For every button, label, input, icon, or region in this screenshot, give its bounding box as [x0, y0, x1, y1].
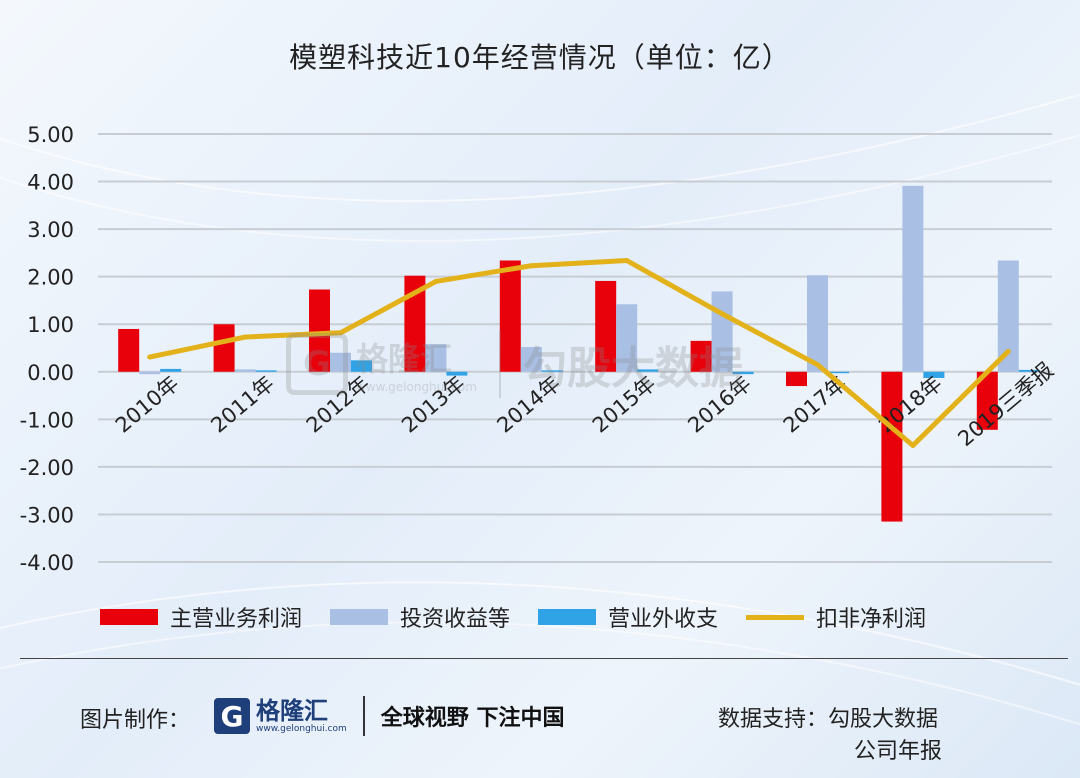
bar-investment	[330, 352, 351, 372]
legend-item-non-operating: 营业外收支	[538, 601, 718, 633]
gelonghui-logo-icon: G	[214, 698, 250, 734]
bar-investment	[616, 304, 638, 372]
legend-line-net-profit	[746, 614, 805, 620]
watermark-divider	[499, 330, 502, 398]
bar-main-profit	[595, 280, 617, 372]
chart-title: 模塑科技近10年经营情况（单位：亿）	[289, 41, 791, 74]
y-tick-label: 2.00	[27, 266, 74, 290]
bar-main-profit	[976, 371, 998, 430]
source-line-2: 公司年报	[854, 739, 943, 764]
y-tick-label: 5.00	[27, 123, 74, 147]
bar-investment	[807, 275, 828, 372]
bar-non-operating	[255, 370, 277, 372]
logo-name: 格隆汇	[256, 697, 328, 725]
bar-main-profit	[690, 340, 712, 372]
point-net-profit	[242, 334, 248, 340]
legend-swatch-non-operating	[538, 609, 597, 625]
bar-main-profit	[881, 371, 903, 522]
bar-non-operating	[923, 371, 945, 378]
legend-label-net-profit: 扣非净利润	[816, 607, 927, 632]
watermark-logo-name: 格隆汇	[356, 340, 453, 378]
legend-item-net-profit: 扣非净利润	[746, 601, 926, 633]
bar-non-operating	[637, 369, 659, 372]
y-tick-label: -4.00	[20, 551, 74, 575]
x-tick-label: 2011年	[206, 371, 278, 437]
watermark-logo-icon: G	[286, 333, 348, 395]
bar-main-profit	[118, 328, 140, 372]
data-source: 数据支持：勾股大数据 公司年报	[718, 704, 942, 768]
bar-investment	[139, 371, 161, 375]
point-net-profit	[1005, 348, 1011, 354]
bar-investment	[902, 185, 924, 372]
bar-non-operating	[160, 368, 182, 372]
point-net-profit	[147, 354, 153, 360]
legend-swatch-main-profit	[100, 609, 158, 625]
point-net-profit	[719, 311, 725, 317]
legend-swatch-investment	[330, 609, 389, 625]
point-net-profit	[433, 278, 439, 284]
bar-investment	[997, 260, 1019, 372]
legend-item-investment: 投资收益等	[330, 601, 510, 633]
point-net-profit	[624, 257, 630, 263]
watermark-logo-url: www.gelonghui.com	[356, 380, 478, 394]
x-tick-label: 2010年	[111, 371, 183, 437]
point-net-profit	[910, 442, 916, 448]
bar-investment	[520, 347, 542, 372]
logo-url: www.gelonghui.com	[256, 724, 347, 734]
bar-main-profit	[499, 260, 521, 372]
bar-main-profit	[309, 289, 330, 372]
source-line-1: 勾股大数据	[828, 707, 939, 732]
y-tick-label: 0.00	[27, 361, 74, 385]
footer-divider	[20, 658, 1068, 659]
point-net-profit	[815, 362, 820, 368]
logo-divider	[362, 696, 365, 736]
y-tick-label: -2.00	[20, 456, 74, 480]
bar-non-operating	[732, 371, 754, 375]
chart-legend: 主营业务利润 投资收益等 营业外收支 扣非净利润	[100, 601, 954, 633]
bar-main-profit	[213, 324, 235, 372]
bar-non-operating	[446, 371, 468, 376]
y-tick-label: -3.00	[20, 503, 74, 527]
y-tick-label: 3.00	[27, 218, 74, 242]
legend-label-investment: 投资收益等	[400, 607, 511, 632]
y-tick-label: 4.00	[27, 171, 74, 195]
bar-investment	[234, 369, 256, 372]
footer-brand: G 格隆汇 www.gelonghui.com 全球视野 下注中国	[214, 696, 564, 736]
bar-non-operating	[351, 360, 372, 372]
bar-main-profit	[786, 371, 807, 387]
legend-item-main-profit: 主营业务利润	[100, 601, 302, 633]
bar-main-profit	[404, 275, 426, 372]
watermark: G 格隆汇 www.gelonghui.com 勾股大数据	[286, 330, 743, 398]
made-by-label: 图片制作：	[80, 708, 191, 733]
y-tick-label: 1.00	[27, 313, 74, 337]
legend-label-main-profit: 主营业务利润	[170, 607, 303, 632]
bar-non-operating	[541, 370, 563, 372]
bar-investment	[425, 344, 447, 372]
bar-non-operating	[828, 371, 849, 374]
source-label: 数据支持：	[718, 707, 829, 732]
bar-non-operating	[1018, 369, 1040, 372]
slogan: 全球视野 下注中国	[380, 706, 565, 731]
y-tick-label: -1.00	[20, 408, 74, 432]
watermark-text: 勾股大数据	[523, 343, 744, 394]
point-net-profit	[528, 263, 534, 269]
legend-label-non-operating: 营业外收支	[608, 607, 719, 632]
